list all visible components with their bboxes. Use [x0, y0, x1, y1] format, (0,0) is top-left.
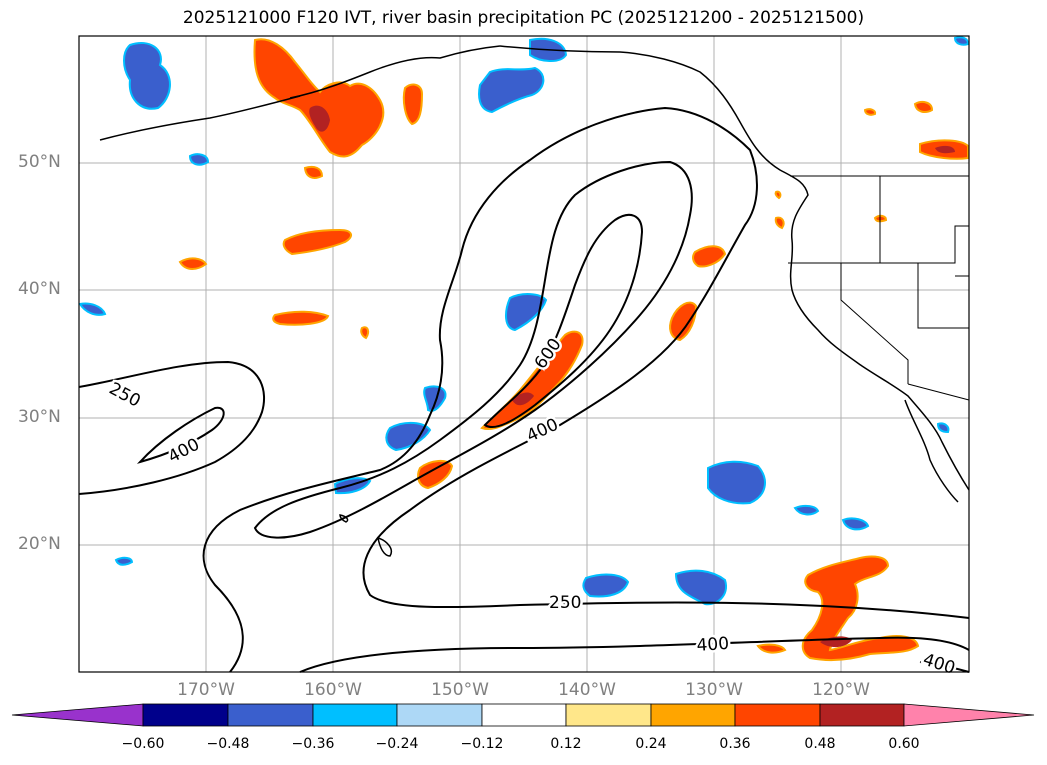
neg-region	[385, 422, 432, 452]
contour-400-se	[919, 661, 970, 673]
lat-label: 20°N	[18, 534, 61, 554]
colorbar-tick: 0.36	[719, 736, 751, 752]
contour-label: 400	[696, 634, 730, 656]
neg-region	[78, 302, 107, 316]
colorbar-tick: 0.60	[888, 736, 920, 752]
pos-region	[178, 257, 208, 270]
colorbar-bin	[227, 703, 314, 727]
neg-region	[936, 422, 950, 434]
pos-region	[692, 245, 727, 268]
contour-600	[483, 213, 644, 428]
pos-region	[913, 101, 934, 113]
pos-region	[774, 216, 785, 230]
pos-region	[756, 643, 787, 654]
colorbar-bin	[142, 703, 229, 727]
neg-region	[505, 293, 548, 332]
state-border	[788, 225, 969, 264]
neg-region	[793, 504, 820, 516]
contour-250-outer	[202, 106, 970, 673]
neg-region	[188, 153, 210, 166]
pos-region	[417, 460, 454, 490]
pos-core	[935, 145, 955, 154]
lat-label: 50°N	[18, 152, 61, 172]
lon-label: 160°W	[304, 680, 362, 700]
lon-label: 130°W	[685, 680, 743, 700]
contour-400-west	[136, 406, 225, 464]
colorbar-tick: 0.24	[635, 736, 667, 752]
colorbar-tick: 0.12	[550, 736, 582, 752]
colorbar-bin	[650, 703, 736, 727]
colorbar	[11, 703, 1035, 727]
neg-region	[707, 460, 766, 505]
pos-region	[669, 301, 698, 342]
alaska-peninsula-coast	[289, 45, 501, 99]
lon-label: 150°W	[431, 680, 489, 700]
aleutian-islands	[99, 95, 301, 141]
colorbar-tick: −0.60	[121, 736, 165, 752]
lon-label: 170°W	[177, 680, 235, 700]
contour-label: 250	[549, 593, 581, 613]
political-borders	[788, 175, 970, 401]
neg-region	[114, 556, 134, 566]
colorbar-tick: −0.48	[206, 736, 250, 752]
neg-region	[478, 66, 545, 114]
pos-region	[303, 165, 324, 179]
us-mexico-border	[907, 383, 970, 401]
neg-region	[953, 36, 970, 46]
pos-region	[272, 310, 330, 326]
colorbar-bin	[396, 703, 483, 727]
contour-400	[253, 160, 693, 539]
contour-400-south	[299, 636, 970, 673]
colorbar-bin	[734, 703, 821, 727]
colorbar-bin	[565, 703, 652, 727]
colorbar-tick: −0.12	[460, 736, 504, 752]
contour-250-west	[78, 360, 266, 495]
lon-label: 120°W	[812, 680, 870, 700]
map-title: 2025121000 F120 IVT, river basin precipi…	[182, 8, 865, 28]
colorbar-extend-high	[903, 703, 1035, 727]
colorbar-bin	[819, 703, 905, 727]
lat-label: 40°N	[18, 279, 61, 299]
neg-region	[582, 573, 630, 598]
colorbar-bin	[481, 703, 567, 727]
map-frame	[78, 35, 970, 673]
pos-region	[774, 190, 782, 200]
hawaii-islands	[377, 536, 392, 557]
pos-region	[253, 38, 385, 158]
colorbar-bin	[312, 703, 398, 727]
colorbar-extend-low	[11, 703, 144, 727]
state-border	[840, 263, 909, 384]
baja-california	[904, 399, 959, 503]
north-america-coast	[499, 45, 970, 491]
neg-region	[123, 42, 171, 110]
pos-region	[282, 228, 352, 256]
pos-region	[863, 108, 877, 116]
pos-core	[309, 105, 330, 132]
ivt-contours	[78, 106, 970, 673]
lon-label: 140°W	[558, 680, 616, 700]
state-border	[917, 263, 969, 329]
neg-region	[674, 569, 728, 606]
pos-region	[360, 326, 370, 340]
neg-region	[841, 517, 870, 531]
coastlines	[99, 45, 970, 557]
neg-region	[423, 385, 447, 412]
colorbar-tick: −0.36	[291, 736, 335, 752]
colorbar-tick: 0.48	[804, 736, 836, 752]
colorbar-tick: −0.24	[375, 736, 419, 752]
pos-region	[402, 83, 424, 126]
hawaii-islands	[339, 514, 349, 523]
lat-label: 30°N	[18, 407, 61, 427]
map-area	[79, 36, 969, 672]
